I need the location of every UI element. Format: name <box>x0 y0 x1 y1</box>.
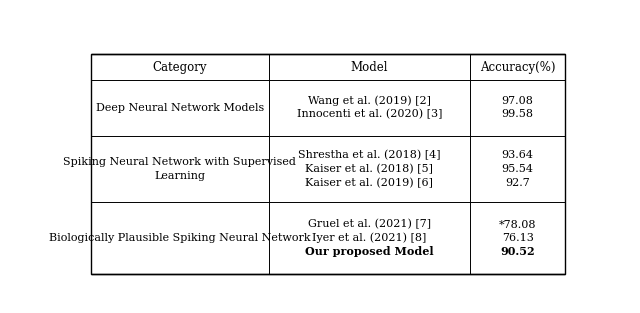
Text: 92.7: 92.7 <box>506 177 530 187</box>
Text: 99.58: 99.58 <box>502 110 534 120</box>
Text: Accuracy(%): Accuracy(%) <box>480 60 556 74</box>
Text: 90.52: 90.52 <box>500 246 535 257</box>
Text: Iyer et al. (2021) [8]: Iyer et al. (2021) [8] <box>312 233 427 244</box>
Text: Innocenti et al. (2020) [3]: Innocenti et al. (2020) [3] <box>297 109 442 120</box>
Text: 95.54: 95.54 <box>502 164 534 174</box>
Text: Biologically Plausible Spiking Neural Network: Biologically Plausible Spiking Neural Ne… <box>49 233 310 243</box>
Text: Wang et al. (2019) [2]: Wang et al. (2019) [2] <box>308 95 431 106</box>
Text: Deep Neural Network Models: Deep Neural Network Models <box>96 103 264 113</box>
Text: 76.13: 76.13 <box>502 233 534 243</box>
Text: Gruel et al. (2021) [7]: Gruel et al. (2021) [7] <box>308 219 431 230</box>
Text: Our proposed Model: Our proposed Model <box>305 246 434 257</box>
Text: Shrestha et al. (2018) [4]: Shrestha et al. (2018) [4] <box>298 150 441 161</box>
Text: Spiking Neural Network with Supervised
Learning: Spiking Neural Network with Supervised L… <box>63 157 296 181</box>
Text: Kaiser et al. (2019) [6]: Kaiser et al. (2019) [6] <box>305 177 433 188</box>
Text: 97.08: 97.08 <box>502 96 534 106</box>
Text: 93.64: 93.64 <box>502 151 534 161</box>
Text: Model: Model <box>351 60 388 74</box>
Text: Category: Category <box>152 60 207 74</box>
Text: *78.08: *78.08 <box>499 219 536 229</box>
Text: Kaiser et al. (2018) [5]: Kaiser et al. (2018) [5] <box>305 164 433 174</box>
